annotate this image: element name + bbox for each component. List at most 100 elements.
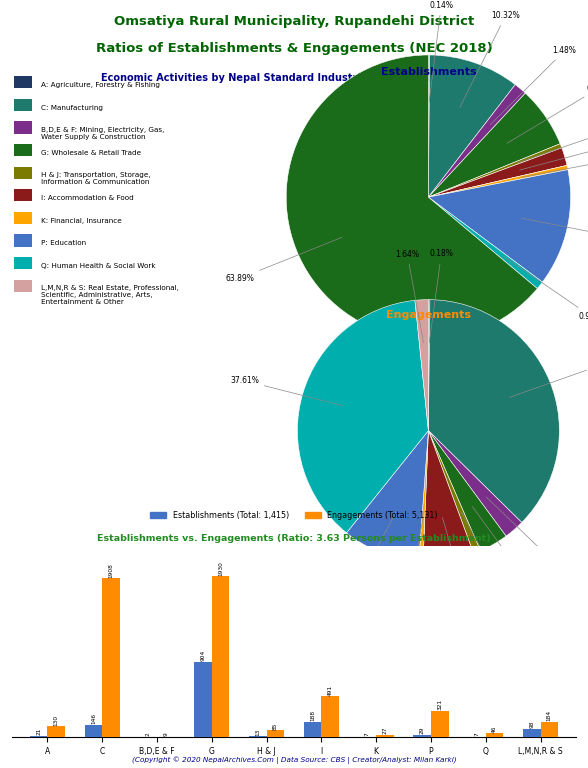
Bar xyxy=(15,76,32,88)
Text: 321: 321 xyxy=(437,699,442,710)
Text: 63.89%: 63.89% xyxy=(226,237,342,283)
Text: 1.48%: 1.48% xyxy=(490,46,576,124)
Wedge shape xyxy=(429,197,543,289)
Text: 13.29%: 13.29% xyxy=(522,218,588,244)
Bar xyxy=(413,735,431,737)
Text: I: Accommodation & Food: I: Accommodation & Food xyxy=(41,195,134,201)
Bar xyxy=(15,121,32,134)
Wedge shape xyxy=(429,55,515,197)
Wedge shape xyxy=(429,55,430,197)
Text: 37.61%: 37.61% xyxy=(230,376,344,406)
Bar xyxy=(15,280,32,292)
Wedge shape xyxy=(419,431,429,561)
Text: A: Agriculture, Forestry & Fishing: A: Agriculture, Forestry & Fishing xyxy=(41,82,161,88)
Text: K: Financial, Insurance: K: Financial, Insurance xyxy=(41,217,122,223)
Text: L,M,N,R & S: Real Estate, Professional,
Scientific, Administrative, Arts,
Entert: L,M,N,R & S: Real Estate, Professional, … xyxy=(41,286,179,306)
Text: 85: 85 xyxy=(273,722,278,730)
Text: 0.49%: 0.49% xyxy=(517,124,588,163)
Wedge shape xyxy=(429,431,522,536)
Text: 37.19%: 37.19% xyxy=(510,359,588,397)
Text: 2.05%: 2.05% xyxy=(520,137,588,170)
Text: G: Wholesale & Retail Trade: G: Wholesale & Retail Trade xyxy=(41,150,142,156)
Wedge shape xyxy=(429,300,430,431)
Wedge shape xyxy=(429,93,560,197)
Text: 0.53%: 0.53% xyxy=(394,518,423,611)
Text: 0.18%: 0.18% xyxy=(429,250,453,343)
Text: 7: 7 xyxy=(365,732,370,736)
Text: 184: 184 xyxy=(547,710,552,721)
Wedge shape xyxy=(429,165,568,197)
Bar xyxy=(15,257,32,269)
Bar xyxy=(431,710,449,737)
Text: 904: 904 xyxy=(201,650,206,661)
Text: 1908: 1908 xyxy=(108,563,113,578)
Wedge shape xyxy=(429,431,506,551)
Title: Establishments vs. Engagements (Ratio: 3.63 Persons per Establishment): Establishments vs. Engagements (Ratio: 3… xyxy=(97,535,491,544)
Bar xyxy=(102,578,120,737)
Bar xyxy=(15,99,32,111)
Text: Engagements: Engagements xyxy=(386,310,471,319)
Bar xyxy=(15,144,32,156)
Wedge shape xyxy=(415,300,429,431)
Text: 0.49%: 0.49% xyxy=(522,153,588,177)
Text: 1930: 1930 xyxy=(218,561,223,576)
Text: 13: 13 xyxy=(255,728,260,736)
Text: 98: 98 xyxy=(529,721,534,728)
Bar xyxy=(48,727,65,737)
Legend: Establishments (Total: 1,415), Engagements (Total: 5,131): Establishments (Total: 1,415), Engagemen… xyxy=(147,508,441,523)
Text: 46: 46 xyxy=(492,726,497,733)
Text: 491: 491 xyxy=(328,684,333,696)
Bar xyxy=(376,735,394,737)
Wedge shape xyxy=(429,144,562,197)
Bar xyxy=(30,736,48,737)
Text: 146: 146 xyxy=(91,713,96,724)
Text: Omsatiya Rural Municipality, Rupandehi District: Omsatiya Rural Municipality, Rupandehi D… xyxy=(114,15,474,28)
Text: 0.92%: 0.92% xyxy=(503,256,588,321)
Text: 2: 2 xyxy=(146,733,151,737)
Bar xyxy=(486,733,503,737)
Text: 3.59%: 3.59% xyxy=(473,507,540,588)
Wedge shape xyxy=(298,300,429,533)
Wedge shape xyxy=(429,170,570,282)
Text: 0.14%: 0.14% xyxy=(429,1,453,102)
Bar xyxy=(15,212,32,224)
Text: (Copyright © 2020 NepalArchives.Com | Data Source: CBS | Creator/Analyst: Milan : (Copyright © 2020 NepalArchives.Com | Da… xyxy=(132,756,456,764)
Text: 29: 29 xyxy=(420,727,425,734)
Text: C: Manufacturing: C: Manufacturing xyxy=(41,104,103,111)
Text: Ratios of Establishments & Engagements (NEC 2018): Ratios of Establishments & Engagements (… xyxy=(96,42,492,55)
Text: 6.93%: 6.93% xyxy=(507,84,588,144)
Wedge shape xyxy=(346,431,429,561)
Text: 2.53%: 2.53% xyxy=(486,497,568,569)
Wedge shape xyxy=(286,55,537,339)
Wedge shape xyxy=(429,84,525,197)
Text: 1.64%: 1.64% xyxy=(395,250,423,343)
Bar xyxy=(304,722,322,737)
Text: Establishments: Establishments xyxy=(380,67,476,77)
Bar xyxy=(523,729,540,737)
Wedge shape xyxy=(429,431,480,554)
Text: 27: 27 xyxy=(382,727,387,734)
Text: 0.90%: 0.90% xyxy=(462,512,518,599)
Bar xyxy=(15,167,32,179)
Text: 6.26%: 6.26% xyxy=(442,518,480,610)
Bar xyxy=(212,577,229,737)
Text: Economic Activities by Nepal Standard Industrial Classification (NSIC): Economic Activities by Nepal Standard In… xyxy=(101,73,487,83)
Text: 9.57%: 9.57% xyxy=(339,512,396,600)
Bar xyxy=(266,730,284,737)
Wedge shape xyxy=(429,300,559,522)
Text: Q: Human Health & Social Work: Q: Human Health & Social Work xyxy=(41,263,156,269)
Text: 10.32%: 10.32% xyxy=(460,12,520,108)
Text: 21: 21 xyxy=(36,727,41,735)
Text: B,D,E & F: Mining, Electricity, Gas,
Water Supply & Construction: B,D,E & F: Mining, Electricity, Gas, Wat… xyxy=(41,127,165,141)
Bar xyxy=(540,722,558,737)
Bar xyxy=(194,662,212,737)
Bar xyxy=(322,697,339,737)
Bar xyxy=(15,234,32,247)
Text: H & J: Transportation, Storage,
Information & Communication: H & J: Transportation, Storage, Informat… xyxy=(41,173,151,185)
Text: 188: 188 xyxy=(310,710,315,721)
Wedge shape xyxy=(423,431,473,561)
Wedge shape xyxy=(429,147,567,197)
Bar xyxy=(15,189,32,201)
Text: 130: 130 xyxy=(54,715,59,726)
Text: 9: 9 xyxy=(163,732,168,736)
